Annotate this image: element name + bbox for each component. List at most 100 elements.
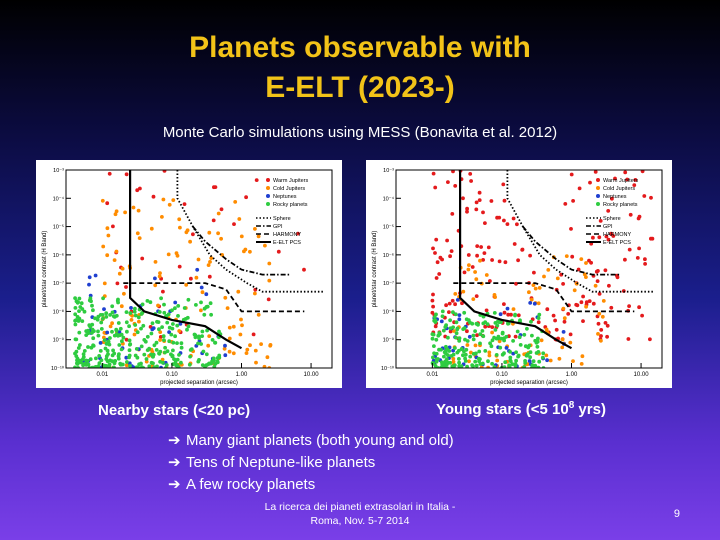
data-point <box>203 365 207 368</box>
data-point <box>434 357 439 362</box>
data-point <box>170 308 174 313</box>
data-point <box>254 360 258 365</box>
data-point <box>227 336 232 341</box>
data-point <box>527 359 532 363</box>
x-tick-label: 0.01 <box>97 372 109 378</box>
data-point <box>493 328 498 332</box>
data-point <box>596 321 601 326</box>
curve-harmony <box>123 282 305 313</box>
data-point <box>114 249 119 254</box>
data-point <box>108 313 112 317</box>
data-point <box>609 231 614 236</box>
data-point <box>208 301 213 306</box>
data-point <box>564 254 569 258</box>
data-point <box>523 344 528 349</box>
data-point <box>489 199 494 203</box>
data-point <box>179 360 183 365</box>
data-point <box>580 354 585 359</box>
data-point <box>514 281 518 286</box>
data-point <box>191 232 195 237</box>
data-point <box>76 319 81 323</box>
data-point <box>574 302 579 307</box>
data-point <box>176 304 181 308</box>
data-point <box>502 336 506 341</box>
legend-label: Warm Jupiters <box>273 178 308 184</box>
data-point <box>152 343 157 348</box>
data-point <box>74 337 79 342</box>
data-point <box>160 357 165 362</box>
data-point <box>591 301 596 306</box>
data-point <box>440 309 445 314</box>
data-point <box>265 355 270 360</box>
data-point <box>211 356 216 361</box>
y-tick-label: 10⁻⁶ <box>53 252 64 259</box>
data-point <box>73 365 77 368</box>
data-point <box>466 267 471 272</box>
data-point <box>532 270 536 275</box>
data-point <box>267 261 272 266</box>
data-point <box>435 260 440 265</box>
data-point <box>488 279 492 283</box>
data-point <box>244 195 249 200</box>
data-point <box>86 331 91 336</box>
legend-marker <box>596 186 600 190</box>
data-point <box>96 333 101 338</box>
data-point <box>522 332 527 337</box>
caption-left: Nearby stars (<20 pc) <box>98 402 251 419</box>
data-point <box>483 349 488 353</box>
data-point <box>640 170 645 174</box>
data-point <box>248 249 252 254</box>
data-point <box>194 275 199 280</box>
data-point <box>596 332 600 336</box>
data-point <box>207 334 212 338</box>
data-point <box>111 365 116 368</box>
data-point <box>562 319 567 324</box>
data-point <box>450 298 455 303</box>
data-point <box>196 341 200 346</box>
data-point <box>536 320 541 325</box>
data-point <box>536 301 541 306</box>
data-point <box>606 237 611 242</box>
data-point <box>434 276 439 280</box>
data-point <box>434 337 439 342</box>
arrow-icon: ➔ <box>168 476 181 493</box>
data-point <box>444 303 448 308</box>
caption-right-pre: Young stars (<5 10 <box>436 401 569 418</box>
bullet-item: ➔ Tens of Neptune-like planets <box>168 452 454 474</box>
legend: Warm Jupiters Cold Jupiters Neptunes Rocky … <box>256 178 308 246</box>
data-point <box>473 270 477 274</box>
data-point <box>296 231 300 236</box>
footer-line1: La ricerca dei pianeti extrasolari in It… <box>264 501 456 513</box>
data-point <box>474 207 479 212</box>
data-point <box>106 233 111 238</box>
data-point <box>513 362 518 366</box>
data-point <box>116 297 120 302</box>
data-point <box>154 348 159 352</box>
data-point <box>87 275 92 280</box>
legend-marker <box>266 194 270 198</box>
data-point <box>110 359 115 364</box>
data-point <box>262 364 267 368</box>
data-point <box>227 349 232 354</box>
data-point <box>171 348 175 353</box>
data-point <box>551 313 556 318</box>
data-point <box>181 317 186 322</box>
data-point <box>504 346 509 350</box>
y-axis-label: planet/star contrast (H Band) <box>42 231 48 308</box>
curve-harmony <box>453 282 635 313</box>
y-tick-label: 10⁻⁴ <box>53 195 65 202</box>
data-point <box>477 198 482 202</box>
data-point <box>96 329 100 334</box>
data-point <box>84 363 89 367</box>
data-point <box>186 297 191 302</box>
data-point <box>156 303 160 308</box>
legend-marker <box>266 186 270 190</box>
data-point <box>463 356 467 361</box>
data-point <box>432 315 437 319</box>
y-tick-label: 10⁻⁴ <box>383 195 395 202</box>
data-point <box>477 190 482 195</box>
data-points <box>430 170 655 368</box>
data-point <box>110 329 114 334</box>
data-point <box>440 314 445 319</box>
data-point <box>546 268 551 272</box>
